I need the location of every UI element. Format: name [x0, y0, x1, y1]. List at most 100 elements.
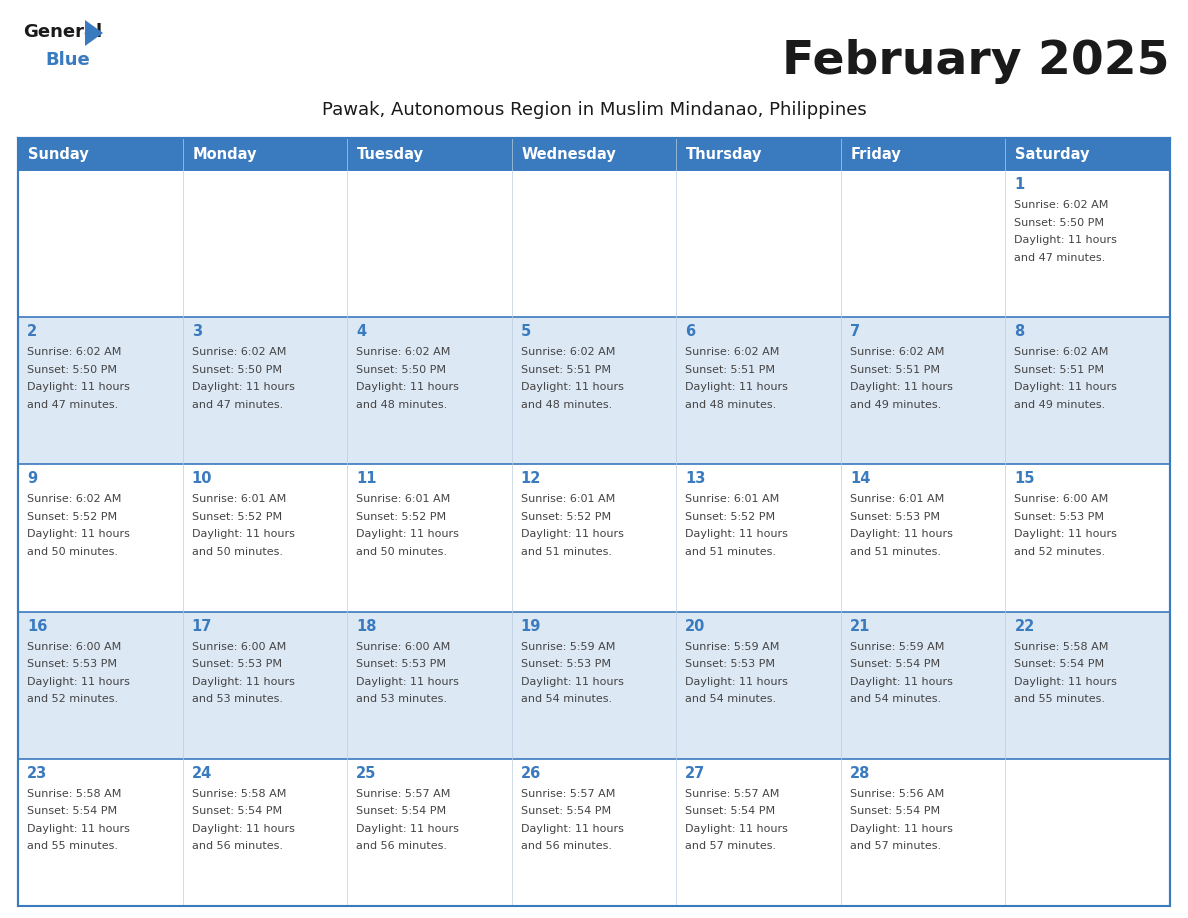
Text: 24: 24 [191, 766, 211, 781]
Bar [512, 318, 676, 465]
Text: Sunset: 5:52 PM: Sunset: 5:52 PM [356, 512, 447, 522]
Bar [347, 138, 512, 170]
Text: Sunset: 5:54 PM: Sunset: 5:54 PM [1015, 659, 1105, 669]
Text: 5: 5 [520, 324, 531, 339]
Text: Sunset: 5:53 PM: Sunset: 5:53 PM [356, 659, 447, 669]
Text: 23: 23 [27, 766, 48, 781]
Bar [841, 170, 1005, 318]
Text: Sunrise: 5:56 AM: Sunrise: 5:56 AM [849, 789, 944, 799]
Text: Daylight: 11 hours: Daylight: 11 hours [685, 823, 788, 834]
Text: Sunrise: 6:02 AM: Sunrise: 6:02 AM [356, 347, 450, 357]
Text: Sunrise: 6:02 AM: Sunrise: 6:02 AM [1015, 200, 1108, 210]
Text: 13: 13 [685, 472, 706, 487]
Text: Tuesday: Tuesday [358, 147, 424, 162]
Text: Daylight: 11 hours: Daylight: 11 hours [356, 677, 459, 687]
Text: 21: 21 [849, 619, 871, 633]
Text: Daylight: 11 hours: Daylight: 11 hours [1015, 677, 1117, 687]
Bar [512, 759, 676, 906]
Text: 20: 20 [685, 619, 706, 633]
Text: 15: 15 [1015, 472, 1035, 487]
Text: Daylight: 11 hours: Daylight: 11 hours [27, 530, 129, 540]
Text: 18: 18 [356, 619, 377, 633]
Bar [18, 138, 183, 170]
Text: 14: 14 [849, 472, 871, 487]
Text: and 51 minutes.: and 51 minutes. [849, 547, 941, 557]
Text: Sunrise: 5:58 AM: Sunrise: 5:58 AM [1015, 642, 1108, 652]
Text: and 48 minutes.: and 48 minutes. [520, 399, 612, 409]
Text: Daylight: 11 hours: Daylight: 11 hours [191, 382, 295, 392]
Bar [183, 138, 347, 170]
Bar [676, 138, 841, 170]
Text: Sunrise: 6:00 AM: Sunrise: 6:00 AM [1015, 495, 1108, 504]
Text: and 52 minutes.: and 52 minutes. [27, 694, 118, 704]
Text: 28: 28 [849, 766, 871, 781]
Text: and 48 minutes.: and 48 minutes. [356, 399, 448, 409]
Text: 9: 9 [27, 472, 37, 487]
Text: Daylight: 11 hours: Daylight: 11 hours [849, 677, 953, 687]
Text: and 51 minutes.: and 51 minutes. [685, 547, 776, 557]
Text: Sunset: 5:51 PM: Sunset: 5:51 PM [520, 364, 611, 375]
Text: Daylight: 11 hours: Daylight: 11 hours [356, 530, 459, 540]
Text: Daylight: 11 hours: Daylight: 11 hours [356, 823, 459, 834]
Text: 7: 7 [849, 324, 860, 339]
Bar [1005, 759, 1170, 906]
Bar [183, 465, 347, 611]
Text: Sunset: 5:53 PM: Sunset: 5:53 PM [849, 512, 940, 522]
Text: Sunset: 5:54 PM: Sunset: 5:54 PM [27, 806, 118, 816]
Bar [1005, 611, 1170, 759]
Text: Sunset: 5:50 PM: Sunset: 5:50 PM [1015, 218, 1105, 228]
Text: 4: 4 [356, 324, 366, 339]
Text: Sunrise: 6:02 AM: Sunrise: 6:02 AM [27, 495, 121, 504]
Text: Saturday: Saturday [1016, 147, 1089, 162]
Bar [18, 759, 183, 906]
Text: Sunrise: 5:58 AM: Sunrise: 5:58 AM [191, 789, 286, 799]
Text: Daylight: 11 hours: Daylight: 11 hours [1015, 382, 1117, 392]
Text: Sunset: 5:51 PM: Sunset: 5:51 PM [1015, 364, 1105, 375]
Text: and 57 minutes.: and 57 minutes. [849, 841, 941, 851]
Text: Sunset: 5:51 PM: Sunset: 5:51 PM [849, 364, 940, 375]
Bar [676, 465, 841, 611]
Bar [512, 170, 676, 318]
Text: Blue: Blue [45, 51, 90, 69]
Text: and 55 minutes.: and 55 minutes. [1015, 694, 1105, 704]
Text: 2: 2 [27, 324, 37, 339]
Bar [347, 759, 512, 906]
Text: and 47 minutes.: and 47 minutes. [1015, 252, 1106, 263]
Text: Daylight: 11 hours: Daylight: 11 hours [191, 677, 295, 687]
Text: 3: 3 [191, 324, 202, 339]
Text: Sunset: 5:50 PM: Sunset: 5:50 PM [27, 364, 116, 375]
Bar [512, 465, 676, 611]
Text: Sunset: 5:53 PM: Sunset: 5:53 PM [27, 659, 116, 669]
Text: Sunset: 5:52 PM: Sunset: 5:52 PM [191, 512, 282, 522]
Text: Wednesday: Wednesday [522, 147, 617, 162]
Text: 1: 1 [1015, 177, 1025, 192]
Text: and 52 minutes.: and 52 minutes. [1015, 547, 1106, 557]
Text: Sunset: 5:50 PM: Sunset: 5:50 PM [191, 364, 282, 375]
Text: Daylight: 11 hours: Daylight: 11 hours [849, 382, 953, 392]
Text: and 48 minutes.: and 48 minutes. [685, 399, 777, 409]
Text: 25: 25 [356, 766, 377, 781]
Text: Sunset: 5:54 PM: Sunset: 5:54 PM [685, 806, 776, 816]
Text: 10: 10 [191, 472, 213, 487]
Bar [347, 318, 512, 465]
Text: Sunrise: 6:01 AM: Sunrise: 6:01 AM [191, 495, 286, 504]
Text: Sunrise: 5:57 AM: Sunrise: 5:57 AM [520, 789, 615, 799]
Text: Sunrise: 6:02 AM: Sunrise: 6:02 AM [27, 347, 121, 357]
Text: Sunrise: 6:01 AM: Sunrise: 6:01 AM [356, 495, 450, 504]
Text: Sunrise: 6:01 AM: Sunrise: 6:01 AM [685, 495, 779, 504]
Text: Sunrise: 5:59 AM: Sunrise: 5:59 AM [849, 642, 944, 652]
Text: Sunset: 5:54 PM: Sunset: 5:54 PM [356, 806, 447, 816]
Text: and 54 minutes.: and 54 minutes. [849, 694, 941, 704]
Text: Sunrise: 6:02 AM: Sunrise: 6:02 AM [520, 347, 615, 357]
Polygon shape [86, 20, 103, 46]
Text: Sunset: 5:53 PM: Sunset: 5:53 PM [685, 659, 776, 669]
Bar [183, 318, 347, 465]
Bar [1005, 138, 1170, 170]
Text: and 54 minutes.: and 54 minutes. [685, 694, 777, 704]
Text: Sunrise: 5:59 AM: Sunrise: 5:59 AM [520, 642, 615, 652]
Text: 8: 8 [1015, 324, 1025, 339]
Text: Daylight: 11 hours: Daylight: 11 hours [849, 530, 953, 540]
Bar [1005, 465, 1170, 611]
Text: Sunrise: 6:02 AM: Sunrise: 6:02 AM [1015, 347, 1108, 357]
Text: and 51 minutes.: and 51 minutes. [520, 547, 612, 557]
